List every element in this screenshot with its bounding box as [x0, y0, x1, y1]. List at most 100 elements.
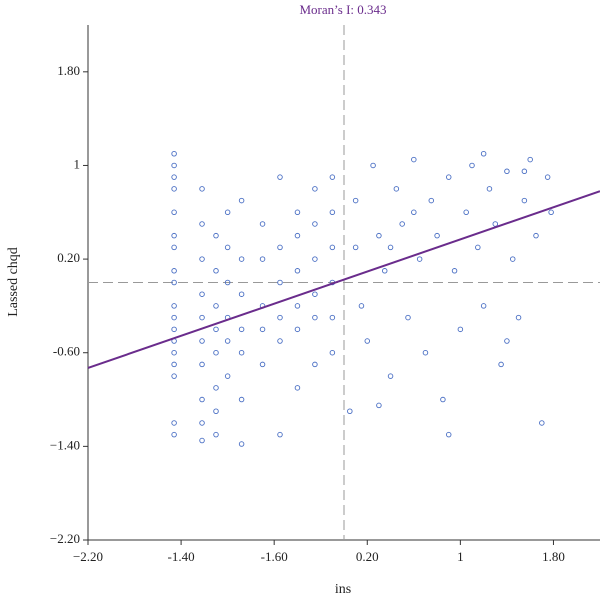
point: [387, 244, 394, 251]
point: [445, 431, 452, 438]
point: [294, 268, 301, 274]
point: [539, 420, 545, 426]
x-axis-label: ins: [335, 582, 351, 597]
point: [238, 291, 245, 297]
y-tick-label: 1: [74, 156, 81, 171]
point: [213, 349, 219, 356]
point: [527, 156, 533, 163]
y-tick-label: 0.20: [57, 250, 80, 265]
point: [329, 349, 336, 356]
point: [224, 373, 231, 379]
point: [277, 338, 283, 344]
point: [199, 256, 205, 262]
point: [457, 326, 464, 333]
point: [199, 420, 205, 426]
point: [224, 338, 231, 344]
y-tick-label: -0.60: [53, 344, 80, 359]
point: [504, 338, 510, 344]
point: [352, 197, 359, 204]
point: [171, 326, 177, 333]
point: [451, 268, 458, 274]
point: [171, 244, 177, 251]
point: [358, 303, 365, 309]
point: [515, 314, 522, 321]
point: [171, 209, 177, 216]
y-tick-label: −1.40: [50, 437, 80, 452]
point: [199, 338, 205, 344]
y-tick-label: −2.20: [50, 531, 80, 546]
point: [475, 244, 481, 251]
point: [171, 349, 177, 356]
x-tick-label: −2.20: [73, 549, 103, 564]
point: [434, 232, 440, 239]
point: [277, 174, 283, 180]
point: [259, 326, 266, 333]
point: [199, 186, 205, 192]
point: [213, 385, 219, 391]
point: [387, 373, 394, 379]
point: [486, 186, 493, 192]
point: [347, 408, 353, 415]
point: [548, 209, 554, 216]
point: [277, 314, 283, 321]
y-axis-label: Lassed chqd: [6, 247, 21, 317]
point: [171, 420, 177, 426]
point: [544, 174, 551, 180]
x-tick-label: 1.80: [542, 549, 565, 564]
point: [504, 168, 510, 175]
point: [277, 431, 283, 438]
point: [238, 197, 245, 204]
point: [498, 361, 504, 368]
point: [277, 244, 283, 251]
point: [376, 402, 382, 409]
point: [238, 326, 245, 333]
x-tick-label: 0.20: [356, 549, 379, 564]
point: [224, 244, 231, 251]
point: [428, 197, 435, 204]
x-tick-label: -1.40: [168, 549, 195, 564]
point: [480, 303, 487, 309]
point: [352, 244, 359, 251]
point: [171, 268, 177, 274]
point: [171, 361, 177, 368]
point: [199, 396, 205, 403]
point: [445, 174, 452, 180]
point: [213, 303, 219, 309]
point: [521, 197, 528, 204]
point: [312, 314, 318, 321]
point: [294, 232, 301, 239]
point: [422, 349, 429, 356]
point: [171, 431, 177, 438]
point: [199, 314, 205, 321]
point: [171, 232, 177, 239]
y-tick-label: 1.80: [57, 63, 80, 78]
point: [329, 314, 336, 321]
point: [238, 441, 245, 447]
point: [376, 232, 382, 239]
point: [411, 209, 417, 216]
point: [294, 326, 301, 333]
point: [224, 209, 231, 216]
point: [171, 186, 177, 192]
point: [171, 150, 177, 157]
point: [463, 209, 469, 216]
point: [171, 174, 177, 180]
point: [213, 326, 219, 333]
point: [405, 314, 411, 321]
point: [259, 256, 266, 262]
point: [312, 256, 318, 262]
point: [312, 186, 318, 192]
point: [238, 349, 245, 356]
point: [509, 256, 516, 262]
point: [199, 361, 205, 368]
point: [213, 268, 219, 274]
point: [329, 244, 336, 251]
point: [224, 279, 231, 286]
point: [294, 303, 301, 309]
point: [199, 291, 205, 297]
point: [416, 256, 423, 262]
point: [399, 221, 405, 227]
point: [259, 361, 266, 368]
point: [294, 385, 301, 391]
point: [480, 150, 487, 157]
